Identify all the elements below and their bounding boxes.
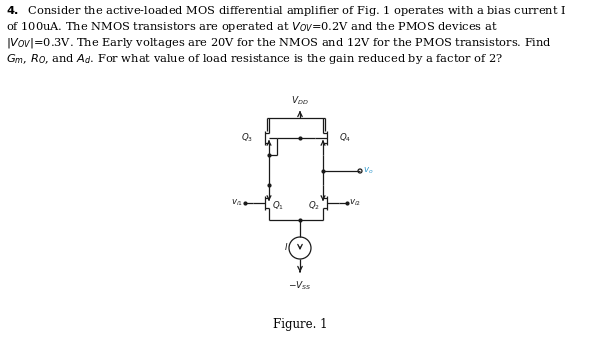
Text: $v_{i1}$: $v_{i1}$ [231, 198, 243, 208]
Text: Figure. 1: Figure. 1 [273, 318, 328, 331]
Text: $-V_{SS}$: $-V_{SS}$ [288, 279, 312, 291]
Text: $V_{DD}$: $V_{DD}$ [291, 94, 309, 107]
Text: $Q_4$: $Q_4$ [339, 132, 351, 144]
Text: of 100uA. The NMOS transistors are operated at $V_{OV}$=0.2V and the PMOS device: of 100uA. The NMOS transistors are opera… [6, 20, 498, 34]
Text: $Q_3$: $Q_3$ [241, 132, 253, 144]
Text: $G_m$, $R_O$, and $A_d$. For what value of load resistance is the gain reduced b: $G_m$, $R_O$, and $A_d$. For what value … [6, 52, 503, 66]
Text: $I$: $I$ [284, 240, 288, 251]
Text: $Q_1$: $Q_1$ [272, 200, 284, 212]
Text: $Q_2$: $Q_2$ [308, 200, 320, 212]
Text: $\mathbf{4.}$  Consider the active-loaded MOS differential amplifier of Fig. 1 o: $\mathbf{4.}$ Consider the active-loaded… [6, 4, 566, 18]
Text: $v_o$: $v_o$ [363, 166, 373, 176]
Text: $v_{i2}$: $v_{i2}$ [349, 198, 361, 208]
Text: $|V_{OV}|$=0.3V. The Early voltages are 20V for the NMOS and 12V for the PMOS tr: $|V_{OV}|$=0.3V. The Early voltages are … [6, 36, 552, 50]
